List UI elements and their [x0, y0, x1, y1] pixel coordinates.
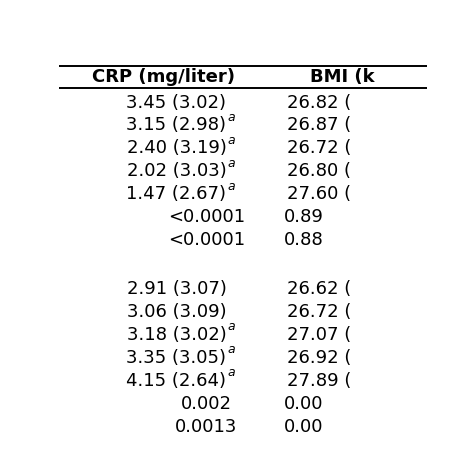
Text: a: a: [227, 134, 235, 147]
Text: a: a: [227, 320, 235, 334]
Text: a: a: [227, 111, 235, 124]
Text: 26.92 (: 26.92 (: [287, 349, 351, 367]
Text: 27.60 (: 27.60 (: [287, 185, 351, 203]
Text: 26.80 (: 26.80 (: [287, 163, 351, 181]
Text: 0.00: 0.00: [284, 418, 324, 436]
Text: 3.15 (2.98): 3.15 (2.98): [127, 117, 227, 135]
Text: 0.89: 0.89: [284, 209, 324, 227]
Text: 3.35 (3.05): 3.35 (3.05): [127, 349, 227, 367]
Text: CRP (mg/liter): CRP (mg/liter): [92, 68, 236, 86]
Text: a: a: [227, 366, 235, 380]
Text: 3.06 (3.09): 3.06 (3.09): [127, 303, 227, 321]
Text: 26.72 (: 26.72 (: [287, 139, 351, 157]
Text: 26.82 (: 26.82 (: [287, 93, 351, 111]
Text: <0.0001: <0.0001: [168, 209, 245, 227]
Text: 26.62 (: 26.62 (: [287, 280, 351, 298]
Text: 1.47 (2.67): 1.47 (2.67): [127, 185, 227, 203]
Text: 26.87 (: 26.87 (: [287, 117, 351, 135]
Text: 2.02 (3.03): 2.02 (3.03): [127, 163, 227, 181]
Text: BMI (k: BMI (k: [310, 68, 374, 86]
Text: a: a: [227, 180, 235, 193]
Text: 0.00: 0.00: [284, 395, 324, 413]
Text: 2.40 (3.19): 2.40 (3.19): [127, 139, 227, 157]
Text: 4.15 (2.64): 4.15 (2.64): [127, 372, 227, 390]
Text: 26.72 (: 26.72 (: [287, 303, 351, 321]
Text: 0.002: 0.002: [181, 395, 232, 413]
Text: 3.45 (3.02): 3.45 (3.02): [127, 93, 227, 111]
Text: 27.89 (: 27.89 (: [287, 372, 351, 390]
Text: 3.18 (3.02): 3.18 (3.02): [127, 326, 227, 344]
Text: 0.88: 0.88: [284, 231, 324, 249]
Text: a: a: [227, 344, 235, 356]
Text: 0.0013: 0.0013: [175, 418, 237, 436]
Text: a: a: [227, 157, 235, 170]
Text: <0.0001: <0.0001: [168, 231, 245, 249]
Text: 27.07 (: 27.07 (: [287, 326, 351, 344]
Text: 2.91 (3.07): 2.91 (3.07): [127, 280, 227, 298]
